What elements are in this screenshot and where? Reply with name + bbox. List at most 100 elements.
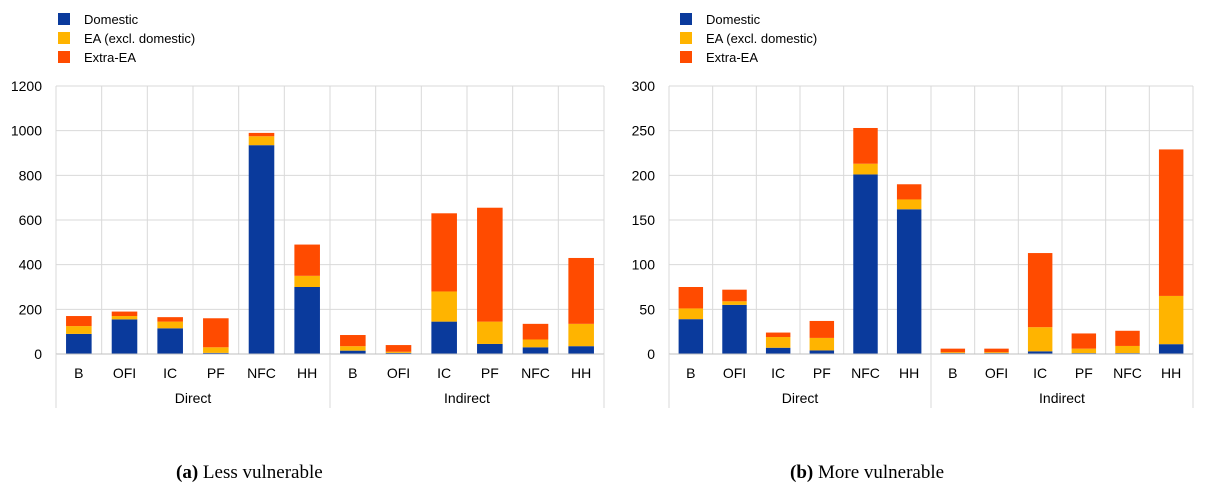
x-tick-label: NFC [521, 365, 550, 381]
caption-a-label: (a) [176, 462, 199, 483]
legend-label-3: Extra-EA [84, 50, 136, 65]
bar-segment-extra-ea [1027, 253, 1053, 328]
bar-segment-extra-ea [248, 132, 275, 137]
x-tick-label: NFC [247, 365, 276, 381]
x-tick-label: HH [899, 365, 919, 381]
bar-segment-domestic [203, 352, 229, 354]
bar-segment-extra-ea [477, 207, 503, 322]
bar-segment-extra-ea [1115, 330, 1140, 346]
bar-segment-extra-ea [678, 287, 704, 309]
bar-segment-extra-ea [111, 311, 138, 317]
bar-segment-domestic [248, 145, 275, 354]
bar-segment-domestic [1027, 351, 1053, 354]
bar-segment-extra-ea [385, 345, 412, 352]
bar-segment-extra-ea [157, 317, 183, 322]
legend-swatch-1 [680, 13, 692, 25]
bar-segment-extra-ea [940, 348, 966, 353]
bar-segment-extra-ea [984, 348, 1009, 353]
legend-label-1: Domestic [706, 12, 761, 27]
bar-segment-extra-ea [1158, 149, 1184, 296]
x-tick-label: PF [481, 365, 499, 381]
y-tick-label: 250 [632, 123, 656, 139]
bar-segment-domestic [765, 347, 791, 354]
bar-segment-ea [678, 308, 704, 320]
bar-segment-ea [1115, 345, 1140, 354]
bar-segment-ea [1027, 327, 1053, 352]
y-tick-label: 100 [632, 257, 656, 273]
caption-b-text: More vulnerable [817, 462, 945, 483]
chart-a: Domestic EA (excl. domestic) Extra-EA 0 200 4… [11, 12, 605, 408]
bar-segment-extra-ea [522, 323, 549, 340]
caption-b: (b) More vulnerable [790, 462, 944, 484]
bar-segment-ea [896, 199, 922, 210]
x-tick-label: IC [437, 365, 451, 381]
y-tick-label: 1200 [11, 78, 42, 94]
bar-segment-extra-ea [203, 318, 229, 348]
legend-swatch-3 [58, 51, 70, 63]
bar-segment-ea [294, 275, 320, 287]
bar-segment-domestic [522, 347, 549, 354]
x-tick-label: B [74, 365, 83, 381]
bar-segment-ea [765, 337, 791, 348]
y-tick-label: 50 [639, 301, 655, 317]
x-tick-label: OFI [113, 365, 136, 381]
y-tick-label: 1000 [11, 123, 42, 139]
bar-segment-ea [203, 347, 229, 353]
x-tick-label: HH [1161, 365, 1181, 381]
bar-segment-ea [157, 321, 183, 329]
legend-swatch-1 [58, 13, 70, 25]
bar-segment-extra-ea [809, 320, 835, 338]
caption-b-label: (b) [790, 462, 814, 483]
x-tick-label: B [686, 365, 695, 381]
x-tick-label: HH [571, 365, 591, 381]
legend-label-2: EA (excl. domestic) [84, 31, 195, 46]
bar-segment-extra-ea [853, 127, 878, 164]
bar-segment-extra-ea [722, 289, 747, 302]
bar-segment-extra-ea [765, 332, 791, 338]
x-tick-label: NFC [851, 365, 880, 381]
bar-segment-ea [940, 352, 966, 354]
x-tick-label: OFI [985, 365, 1008, 381]
x-tick-label: B [948, 365, 957, 381]
bar-segment-ea [568, 323, 594, 347]
x-tick-label: PF [1075, 365, 1093, 381]
group-label: Indirect [1039, 390, 1085, 406]
bar-segment-ea [522, 339, 549, 348]
y-tick-label: 300 [632, 78, 656, 94]
bar-segment-ea [431, 291, 457, 322]
bar-segment-domestic [1158, 344, 1184, 354]
bar-segment-domestic [340, 350, 366, 354]
y-tick-label: 600 [19, 212, 43, 228]
bar-segment-ea [809, 337, 835, 351]
y-tick-label: 0 [34, 346, 42, 362]
x-tick-label: NFC [1113, 365, 1142, 381]
bar-segment-extra-ea [340, 335, 366, 347]
bar-segment-ea [984, 352, 1009, 354]
legend-label-1: Domestic [84, 12, 139, 27]
bar-segment-ea [385, 351, 412, 353]
y-tick-label: 0 [647, 346, 655, 362]
bar-segment-domestic [896, 209, 922, 354]
bar-segment-ea [248, 136, 275, 146]
bar-segment-domestic [111, 319, 138, 354]
y-tick-label: 200 [19, 301, 43, 317]
bar-segment-domestic [853, 174, 878, 354]
legend-swatch-2 [58, 32, 70, 44]
y-tick-label: 800 [19, 167, 43, 183]
bar-segment-extra-ea [1071, 333, 1097, 349]
legend-label-3: Extra-EA [706, 50, 758, 65]
legend-swatch-2 [680, 32, 692, 44]
bar-segment-ea [853, 163, 878, 175]
bar-segment-ea [1158, 295, 1184, 345]
x-tick-label: IC [771, 365, 785, 381]
x-tick-label: OFI [723, 365, 746, 381]
bar-segment-domestic [157, 328, 183, 354]
bar-segment-domestic [678, 319, 704, 354]
bar-segment-domestic [477, 343, 503, 354]
bar-segment-extra-ea [431, 213, 457, 292]
bar-segment-domestic [722, 304, 747, 354]
legend-swatch-3 [680, 51, 692, 63]
group-label: Direct [175, 390, 212, 406]
bar-segment-extra-ea [66, 316, 92, 327]
